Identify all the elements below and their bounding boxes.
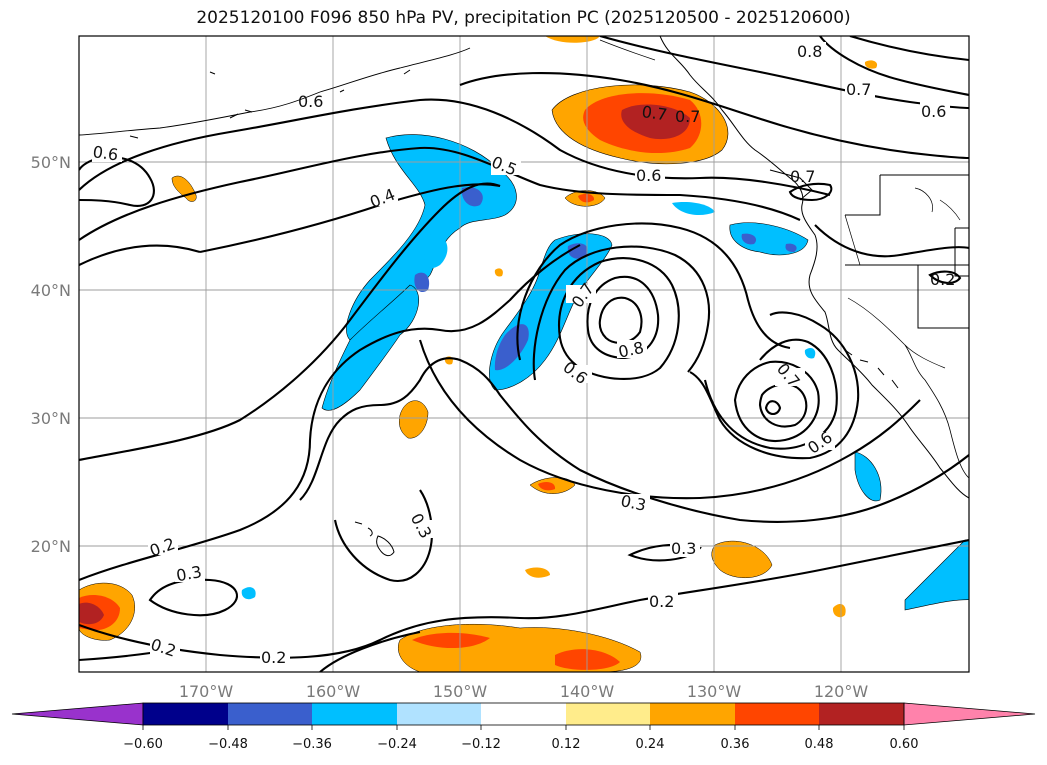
longitude-labels: 170°W 160°W 150°W 140°W 130°W 120°W (179, 682, 869, 701)
contour-label: 0.8 (797, 42, 822, 61)
map-title: 2025120100 F096 850 hPa PV, precipitatio… (196, 8, 851, 28)
colorbar-tick: 0.48 (805, 737, 834, 752)
lon-label-140w: 140°W (560, 682, 615, 701)
coastlines (79, 36, 969, 557)
contour-label: 0.3 (671, 539, 696, 558)
colorbar-segment (819, 703, 904, 725)
colorbar-segment (481, 703, 566, 725)
contour-label: 0.2 (930, 270, 955, 289)
colorbar-extend-high (903, 702, 1036, 726)
lat-label-50n: 50°N (31, 153, 71, 172)
lon-label-160w: 160°W (306, 682, 361, 701)
colorbar: −0.60 −0.48 −0.36 −0.24 −0.12 0.12 0.24 … (11, 702, 1036, 752)
contour-label: 0.7 (641, 102, 669, 124)
colorbar-tick: −0.12 (461, 737, 501, 752)
lat-label-20n: 20°N (31, 537, 71, 556)
colorbar-segment (735, 703, 819, 725)
colorbar-segment (143, 703, 228, 725)
colorbar-segment (566, 703, 650, 725)
colorbar-segment (650, 703, 735, 725)
contour-label: 0.3 (619, 491, 648, 515)
contour-label: 0.6 (298, 92, 323, 111)
contour-label: 0.6 (636, 166, 661, 185)
lon-label-130w: 130°W (687, 682, 742, 701)
contour-label: 0.7 (790, 167, 815, 186)
contour-label: 0.6 (921, 102, 946, 121)
colorbar-segment (312, 703, 397, 725)
pv-contours (79, 36, 969, 672)
precip-positive-areas (79, 36, 878, 672)
colorbar-segment (397, 703, 481, 725)
contour-label: 0.8 (617, 338, 646, 362)
lon-label-170w: 170°W (179, 682, 234, 701)
colorbar-tick: −0.60 (123, 737, 163, 752)
lon-label-150w: 150°W (433, 682, 488, 701)
colorbar-tick: −0.48 (208, 737, 248, 752)
contour-label: 0.7 (675, 107, 700, 126)
colorbar-tick: 0.24 (636, 737, 665, 752)
colorbar-tick: 0.60 (890, 737, 919, 752)
lat-label-30n: 30°N (31, 409, 71, 428)
colorbar-extend-low (11, 702, 144, 726)
colorbar-segment (228, 703, 312, 725)
lat-label-40n: 40°N (31, 281, 71, 300)
contour-label: 0.7 (846, 80, 871, 99)
colorbar-tick: −0.36 (292, 737, 332, 752)
contour-label: 0.6 (92, 142, 120, 164)
contour-label: 0.2 (649, 592, 674, 611)
colorbar-tick: 0.36 (721, 737, 750, 752)
colorbar-tick: −0.24 (377, 737, 417, 752)
contour-label: 0.3 (175, 562, 203, 585)
latitude-labels: 50°N 40°N 30°N 20°N (31, 153, 71, 556)
colorbar-tick: 0.12 (552, 737, 581, 752)
map-panel (78, 35, 970, 673)
graticule (79, 36, 969, 672)
contour-label: 0.2 (261, 648, 286, 667)
lon-label-120w: 120°W (814, 682, 869, 701)
